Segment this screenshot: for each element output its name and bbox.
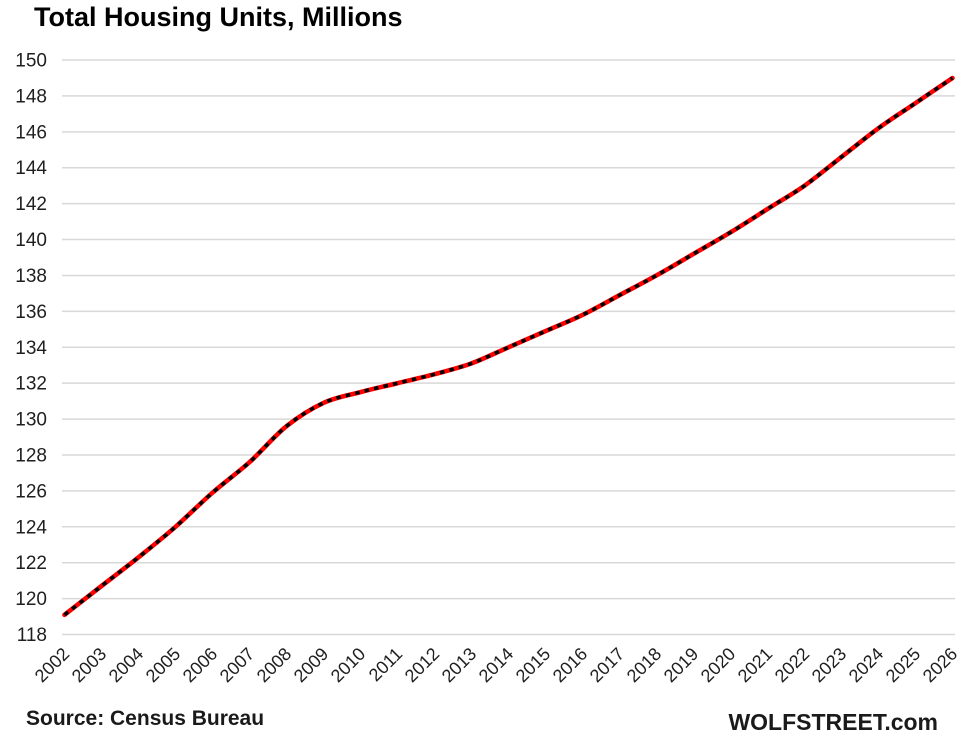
y-tick-label: 124 [15, 517, 47, 538]
y-tick-label: 132 [15, 374, 47, 395]
x-tick-label: 2003 [68, 644, 110, 686]
x-tick-label: 2026 [919, 644, 961, 686]
wolfstreet-watermark: WOLFSTREET.com [728, 709, 938, 735]
chart-title: Total Housing Units, Millions [34, 2, 403, 32]
x-tick-label: 2025 [882, 644, 924, 686]
y-tick-label: 130 [15, 410, 47, 431]
y-tick-label: 148 [15, 86, 47, 107]
x-tick-label: 2023 [808, 644, 850, 686]
x-tick-label: 2020 [697, 644, 739, 686]
x-tick-label: 2018 [623, 644, 665, 686]
x-tick-label: 2022 [771, 644, 813, 686]
x-tick-label: 2009 [290, 644, 332, 686]
x-tick-label: 2017 [586, 644, 628, 686]
y-tick-label: 120 [15, 589, 47, 610]
y-tick-label: 134 [15, 338, 47, 359]
x-tick-label: 2005 [142, 644, 184, 686]
y-tick-label: 122 [15, 553, 47, 574]
y-tick-label: 128 [15, 445, 47, 466]
y-tick-label: 140 [15, 230, 47, 251]
x-tick-label: 2015 [512, 644, 554, 686]
series-line-red [62, 75, 955, 618]
y-tick-label: 118 [17, 625, 47, 646]
x-tick-label: 2004 [105, 644, 147, 686]
x-tick-label: 2024 [845, 644, 887, 686]
x-tick-label: 2013 [438, 644, 480, 686]
y-tick-label: 142 [15, 194, 47, 215]
x-tick-label: 2021 [734, 644, 776, 686]
x-tick-label: 2007 [216, 644, 258, 686]
y-tick-label: 126 [15, 481, 47, 502]
y-tick-label: 138 [15, 266, 47, 287]
x-tick-label: 2014 [475, 644, 517, 686]
y-tick-label: 146 [15, 122, 47, 143]
source-note: Source: Census Bureau [26, 707, 265, 730]
x-tick-label: 2010 [327, 644, 369, 686]
x-tick-label: 2006 [179, 644, 221, 686]
y-tick-label: 150 [15, 51, 47, 72]
x-tick-label: 2008 [253, 644, 295, 686]
x-tick-label: 2011 [365, 644, 407, 686]
series-line-black-dashes [63, 76, 954, 617]
x-tick-label: 2002 [31, 644, 73, 686]
x-tick-label: 2016 [549, 644, 591, 686]
x-tick-label: 2019 [660, 644, 702, 686]
y-tick-label: 136 [15, 302, 47, 323]
x-tick-label: 2012 [401, 644, 443, 686]
y-tick-label: 144 [15, 158, 47, 179]
